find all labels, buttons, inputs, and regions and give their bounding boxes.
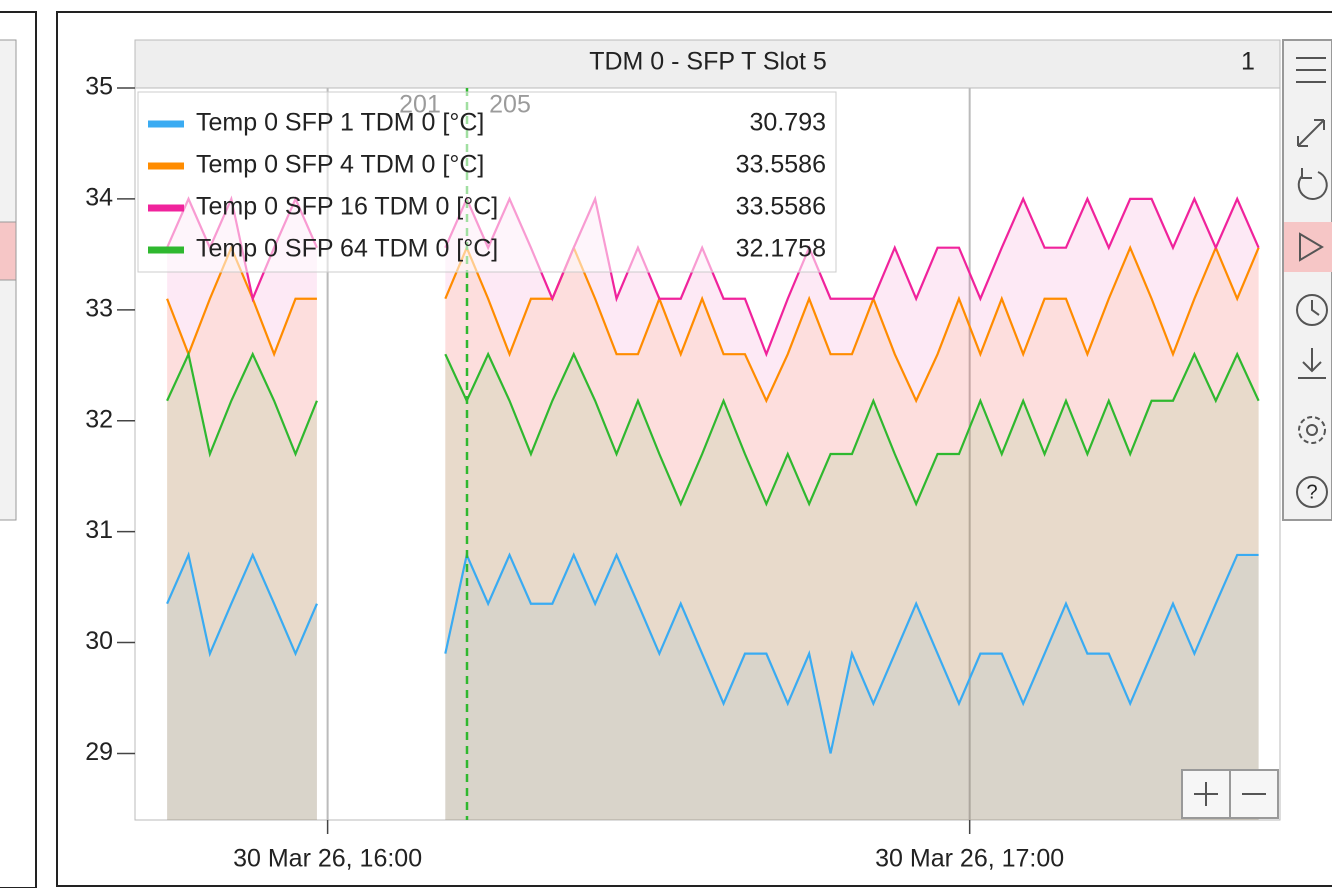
legend-label: Temp 0 SFP 16 TDM 0 [°C] — [196, 193, 498, 221]
zoom-buttons — [1181, 769, 1279, 819]
right-toolbar: ? — [1282, 39, 1332, 521]
series-area — [167, 247, 1259, 820]
plot-frame — [134, 87, 1281, 821]
download-button[interactable] — [1298, 348, 1326, 379]
plot: 29 30 31 32 33 34 35 30 Mar 26, 16:00 30 Mar 26,… — [85, 73, 1260, 873]
left-toolbar — [0, 39, 17, 521]
left-play-button[interactable] — [0, 221, 17, 281]
play-button[interactable] — [1299, 232, 1324, 262]
legend-entries: Temp 0 SFP 1 TDM 0 [°C] 30.793 Temp 0 SFP … — [148, 109, 826, 263]
y-tick-label: 35 — [85, 73, 113, 101]
legend-value: 33.5586 — [736, 193, 826, 221]
chart-title: TDM 0 - SFP T Slot 5 — [589, 48, 827, 76]
y-tick-label: 34 — [85, 184, 113, 212]
x-tick-label: 30 Mar 26, 16:00 — [233, 845, 422, 873]
y-tick-label: 29 — [85, 738, 113, 766]
legend-value: 30.793 — [750, 109, 826, 137]
y-tick-label: 30 — [85, 627, 113, 655]
x-tick-label: 30 Mar 26, 17:00 — [875, 845, 1064, 873]
y-tick-label: 31 — [85, 516, 113, 544]
play-button-bg[interactable] — [1284, 222, 1332, 272]
series-line — [166, 551, 1259, 754]
legend-label: Temp 0 SFP 1 TDM 0 [°C] — [196, 109, 484, 137]
svg-text:?: ? — [1306, 481, 1317, 503]
series-line — [166, 350, 1260, 507]
menu-button[interactable] — [1296, 57, 1326, 83]
legend — [137, 91, 837, 273]
legend-value: 33.5586 — [736, 151, 826, 179]
zoom-in-icon — [1194, 782, 1218, 806]
y-tick-label: 33 — [85, 294, 113, 322]
expand-button[interactable] — [1297, 119, 1325, 147]
series-area — [167, 554, 1259, 820]
chart-header — [134, 39, 1281, 89]
legend-label: Temp 0 SFP 64 TDM 0 [°C] — [196, 235, 498, 263]
reset-button[interactable] — [1297, 168, 1328, 200]
history-button[interactable] — [1296, 294, 1328, 326]
help-button[interactable]: ? — [1296, 476, 1328, 508]
settings-button[interactable] — [1298, 416, 1326, 444]
panel-number: 1 — [1241, 48, 1255, 76]
legend-label: Temp 0 SFP 4 TDM 0 [°C] — [196, 151, 484, 179]
toolbar-bg — [1282, 39, 1332, 521]
series-area — [167, 354, 1259, 820]
legend-value: 32.1758 — [736, 235, 826, 263]
series-area — [167, 198, 1259, 821]
y-tick-label: 32 — [85, 405, 113, 433]
